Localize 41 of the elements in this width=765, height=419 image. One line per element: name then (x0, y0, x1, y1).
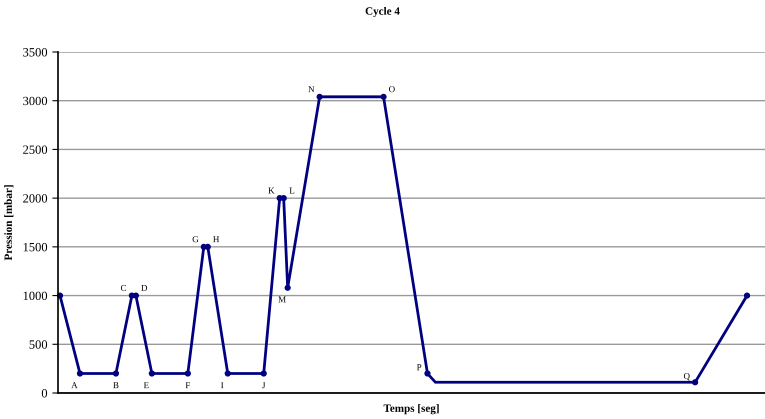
annotation: K (268, 188, 275, 194)
y-tick-label: 1500 (24, 242, 48, 252)
annotation: A (71, 382, 78, 388)
annotation: G (192, 236, 198, 242)
annotation: D (141, 284, 148, 291)
point (692, 379, 698, 386)
point (744, 292, 750, 299)
point (424, 370, 431, 377)
point (132, 292, 140, 299)
chart-title: Cycle 4 (366, 6, 400, 18)
point (260, 370, 267, 377)
annotation: I (221, 382, 224, 388)
annotation: F (186, 382, 190, 388)
point (316, 94, 323, 100)
annotation: B (113, 382, 118, 388)
x-axis-title: Temps [seg] (384, 404, 439, 414)
point (76, 370, 84, 377)
y-tick-label: 1000 (24, 292, 48, 300)
annotation: L (290, 188, 294, 194)
annotation: M (278, 296, 286, 302)
point (148, 370, 155, 377)
point (184, 370, 191, 377)
point (380, 94, 387, 100)
y-tick-label: 0 (42, 389, 48, 398)
point (224, 370, 231, 377)
point (284, 284, 291, 291)
annotation: E (144, 382, 149, 388)
annotation: H (213, 236, 220, 242)
annotation: O (388, 86, 395, 92)
y-tick-label: 3000 (23, 96, 48, 106)
point (112, 370, 120, 377)
annotation: J (262, 382, 266, 388)
annotation: Q (684, 372, 690, 380)
annotation: P (416, 364, 422, 370)
y-axis-title: Pression [mbar] (4, 185, 14, 260)
annotation: C (120, 284, 126, 291)
y-tick-label: 2500 (23, 145, 48, 154)
y-tick-label: 3500 (23, 48, 48, 56)
y-tick-label: 2000 (23, 194, 48, 203)
annotation: N (308, 86, 314, 92)
y-tick-label: 500 (30, 340, 48, 349)
